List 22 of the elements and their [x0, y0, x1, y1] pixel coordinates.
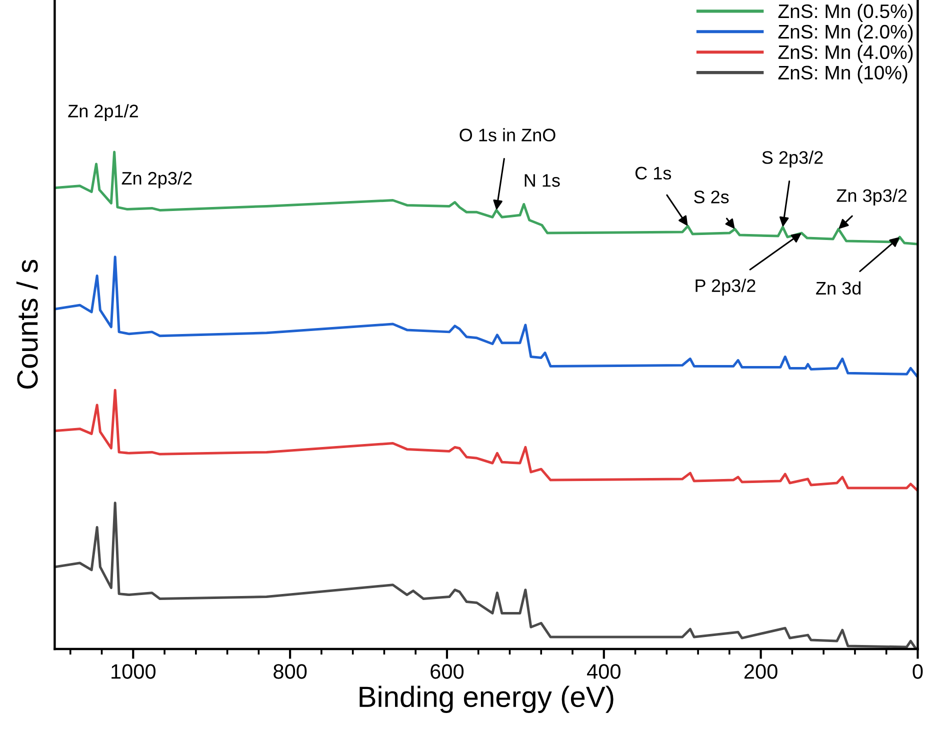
annotation: Zn 3p3/2 — [836, 188, 907, 206]
annotation: C 1s — [635, 166, 672, 180]
x-tick-label: 0 — [912, 664, 923, 679]
x-tick-label: 1000 — [112, 664, 156, 679]
annotation: P 2p3/2 — [696, 278, 756, 296]
y-axis-title: Counts / s — [16, 260, 38, 389]
annotation: S 2s — [694, 190, 729, 204]
annotation: Zn 2p3/2 — [122, 171, 192, 188]
x-tick-label: 600 — [430, 664, 464, 679]
x-tick-label: 200 — [744, 664, 778, 679]
x-tick-label: 400 — [587, 664, 620, 679]
legend-label: ZnS: Mn (10%) — [778, 65, 908, 84]
legend-label: ZnS: Mn (0.5%) — [778, 4, 913, 22]
annotation: Zn 2p1/2 — [68, 104, 138, 122]
legend-label: ZnS: Mn (2.0%) — [778, 24, 913, 42]
x-tick-label: 800 — [274, 664, 307, 679]
annotation: O 1s in ZnO — [460, 128, 556, 142]
annotation: N 1s — [524, 174, 560, 187]
annotation: Zn 3d — [816, 281, 860, 295]
x-axis-title: Binding energy (eV) — [360, 686, 614, 713]
annotation: S 2p3/2 — [762, 150, 823, 168]
legend-label: ZnS: Mn (4.0%) — [778, 44, 913, 63]
